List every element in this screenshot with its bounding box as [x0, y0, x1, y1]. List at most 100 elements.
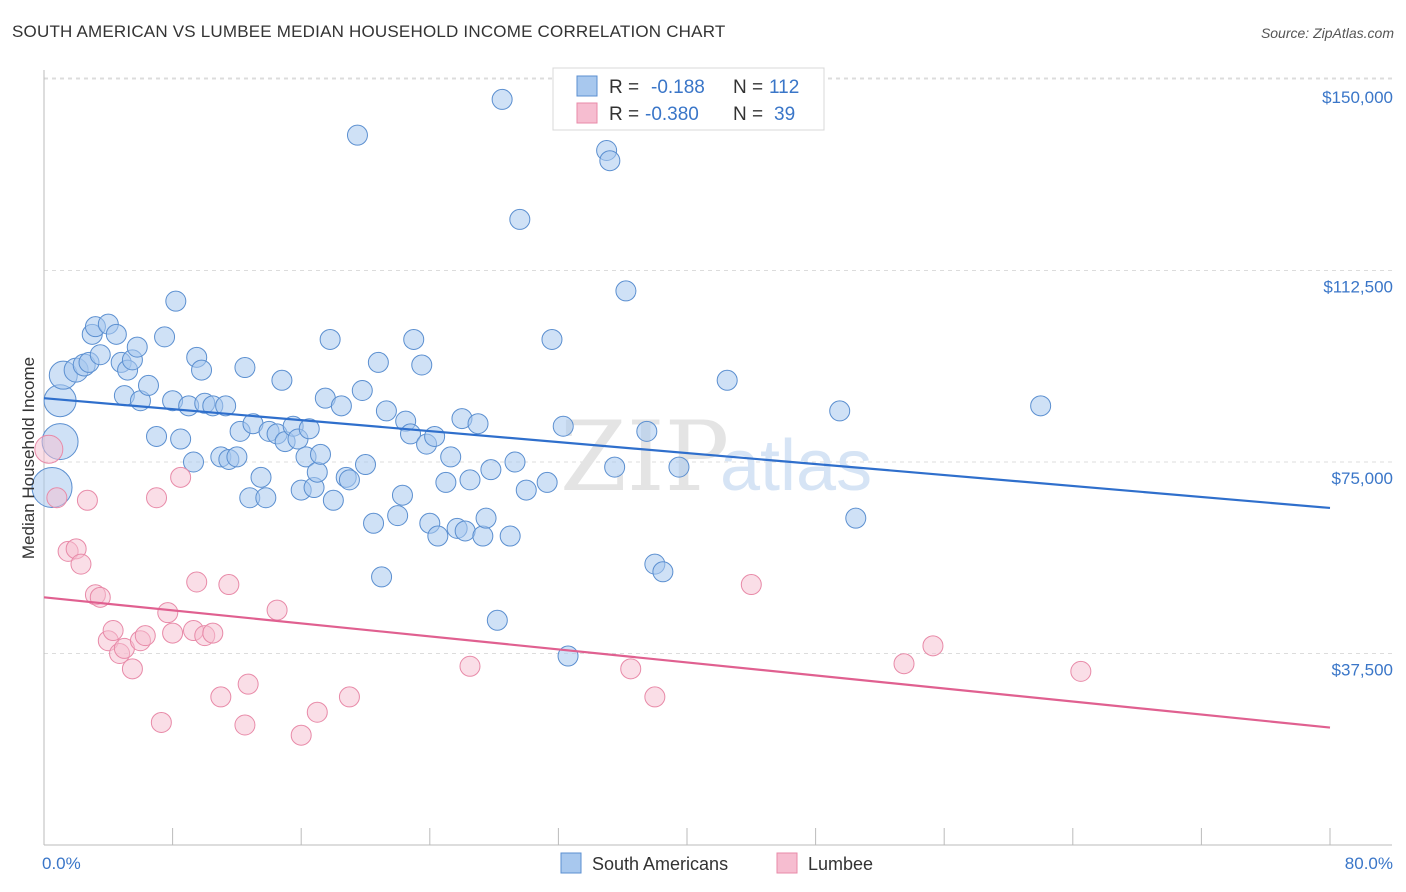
point-south-american — [467, 413, 489, 435]
point-south-american — [355, 454, 376, 476]
source-label: Source: ZipAtlas.com — [1260, 25, 1394, 41]
point-south-american — [411, 354, 433, 376]
point-south-american — [387, 505, 409, 527]
correlation-legend: R = -0.188 N = 112 R = -0.380 N = 39 — [552, 67, 825, 131]
point-south-american — [652, 561, 674, 583]
point-lumbee — [266, 599, 288, 621]
legend-r-label: R = — [609, 77, 639, 98]
point-south-american — [636, 420, 658, 442]
point-south-american — [391, 484, 413, 506]
point-south-american — [182, 451, 204, 473]
point-south-american — [255, 487, 277, 509]
point-south-american — [480, 459, 502, 481]
bottom-legend-south-americans: South Americans — [592, 854, 728, 874]
point-lumbee — [740, 574, 762, 596]
legend-n-value: 39 — [774, 104, 795, 125]
point-lumbee — [76, 489, 98, 511]
point-south-american — [191, 359, 213, 381]
point-lumbee — [1070, 660, 1092, 682]
point-lumbee — [202, 622, 224, 644]
point-south-american — [541, 328, 563, 350]
legend-r-value: -0.188 — [651, 77, 705, 98]
point-south-american — [322, 489, 344, 511]
point-south-american — [424, 425, 446, 447]
point-south-american — [346, 124, 368, 146]
point-lumbee — [210, 686, 232, 708]
point-south-american — [552, 415, 574, 437]
point-south-american — [486, 609, 508, 631]
point-south-american — [615, 280, 637, 302]
point-south-american — [515, 479, 537, 501]
point-south-american — [154, 326, 176, 348]
legend-swatch-pink — [576, 102, 598, 124]
point-south-american — [1030, 395, 1052, 417]
bottom-legend-swatch-pink — [776, 852, 798, 874]
point-south-american — [472, 525, 494, 547]
point-south-american — [351, 380, 373, 402]
point-south-american — [459, 469, 481, 491]
point-south-american — [309, 443, 331, 465]
point-south-american — [234, 357, 256, 379]
point-south-american — [319, 328, 341, 350]
bottom-legend-lumbee: Lumbee — [808, 854, 873, 874]
point-south-american — [137, 374, 159, 396]
point-south-american — [306, 461, 328, 483]
point-lumbee — [186, 571, 208, 593]
chart-title: SOUTH AMERICAN VS LUMBEE MEDIAN HOUSEHOL… — [12, 22, 726, 41]
y-tick-label: $150,000 — [1322, 88, 1393, 107]
point-south-american — [89, 344, 111, 366]
trend-lines — [43, 397, 1331, 729]
point-south-american — [215, 395, 237, 417]
series-lumbee — [34, 434, 1092, 746]
point-south-american — [509, 208, 531, 230]
x-tick-label: 80.0% — [1345, 854, 1393, 873]
legend-n-value: 112 — [769, 77, 799, 98]
point-lumbee — [338, 686, 360, 708]
legend-n-label: N = — [733, 104, 763, 125]
legend-r-value: -0.380 — [645, 104, 699, 125]
point-south-american — [170, 428, 192, 450]
point-south-american — [475, 507, 497, 529]
point-south-american — [845, 507, 867, 529]
legend-n-label: N = — [733, 77, 763, 98]
point-lumbee — [290, 724, 312, 746]
point-south-american — [499, 525, 521, 547]
bottom-legend-swatch-blue — [560, 852, 582, 874]
legend-box — [552, 67, 825, 131]
point-south-american — [371, 566, 393, 588]
point-south-american — [435, 471, 457, 493]
watermark-zip: ZIP — [560, 401, 729, 513]
point-south-american — [440, 446, 462, 468]
point-south-american — [716, 369, 738, 391]
point-south-american — [298, 418, 320, 440]
point-lumbee — [620, 658, 642, 680]
y-tick-labels: $37,500 $75,000 $112,500 $150,000 — [1322, 88, 1393, 680]
point-lumbee — [134, 625, 156, 647]
point-south-american — [375, 400, 397, 422]
point-lumbee — [234, 714, 256, 736]
point-lumbee — [459, 655, 481, 677]
point-lumbee — [644, 686, 666, 708]
point-lumbee — [893, 653, 915, 675]
point-south-american — [338, 469, 360, 491]
legend-swatch-blue — [576, 75, 598, 97]
point-lumbee — [218, 574, 240, 596]
point-south-american — [668, 456, 690, 478]
point-lumbee — [237, 673, 259, 695]
legend-r-label: R = — [609, 104, 639, 125]
point-south-american — [146, 425, 168, 447]
point-south-american — [271, 369, 293, 391]
point-south-american — [105, 323, 127, 345]
point-south-american — [226, 446, 248, 468]
y-tick-label: $75,000 — [1332, 469, 1393, 488]
trend-line-lumbee — [43, 596, 1331, 729]
point-south-american — [367, 351, 389, 373]
y-axis-label: Median Household Income — [19, 357, 38, 559]
series-legend: South Americans Lumbee — [560, 852, 873, 874]
point-lumbee — [150, 711, 172, 733]
point-lumbee — [306, 701, 328, 723]
point-south-american — [491, 88, 513, 110]
y-tick-label: $112,500 — [1323, 278, 1393, 297]
point-lumbee — [157, 602, 179, 624]
